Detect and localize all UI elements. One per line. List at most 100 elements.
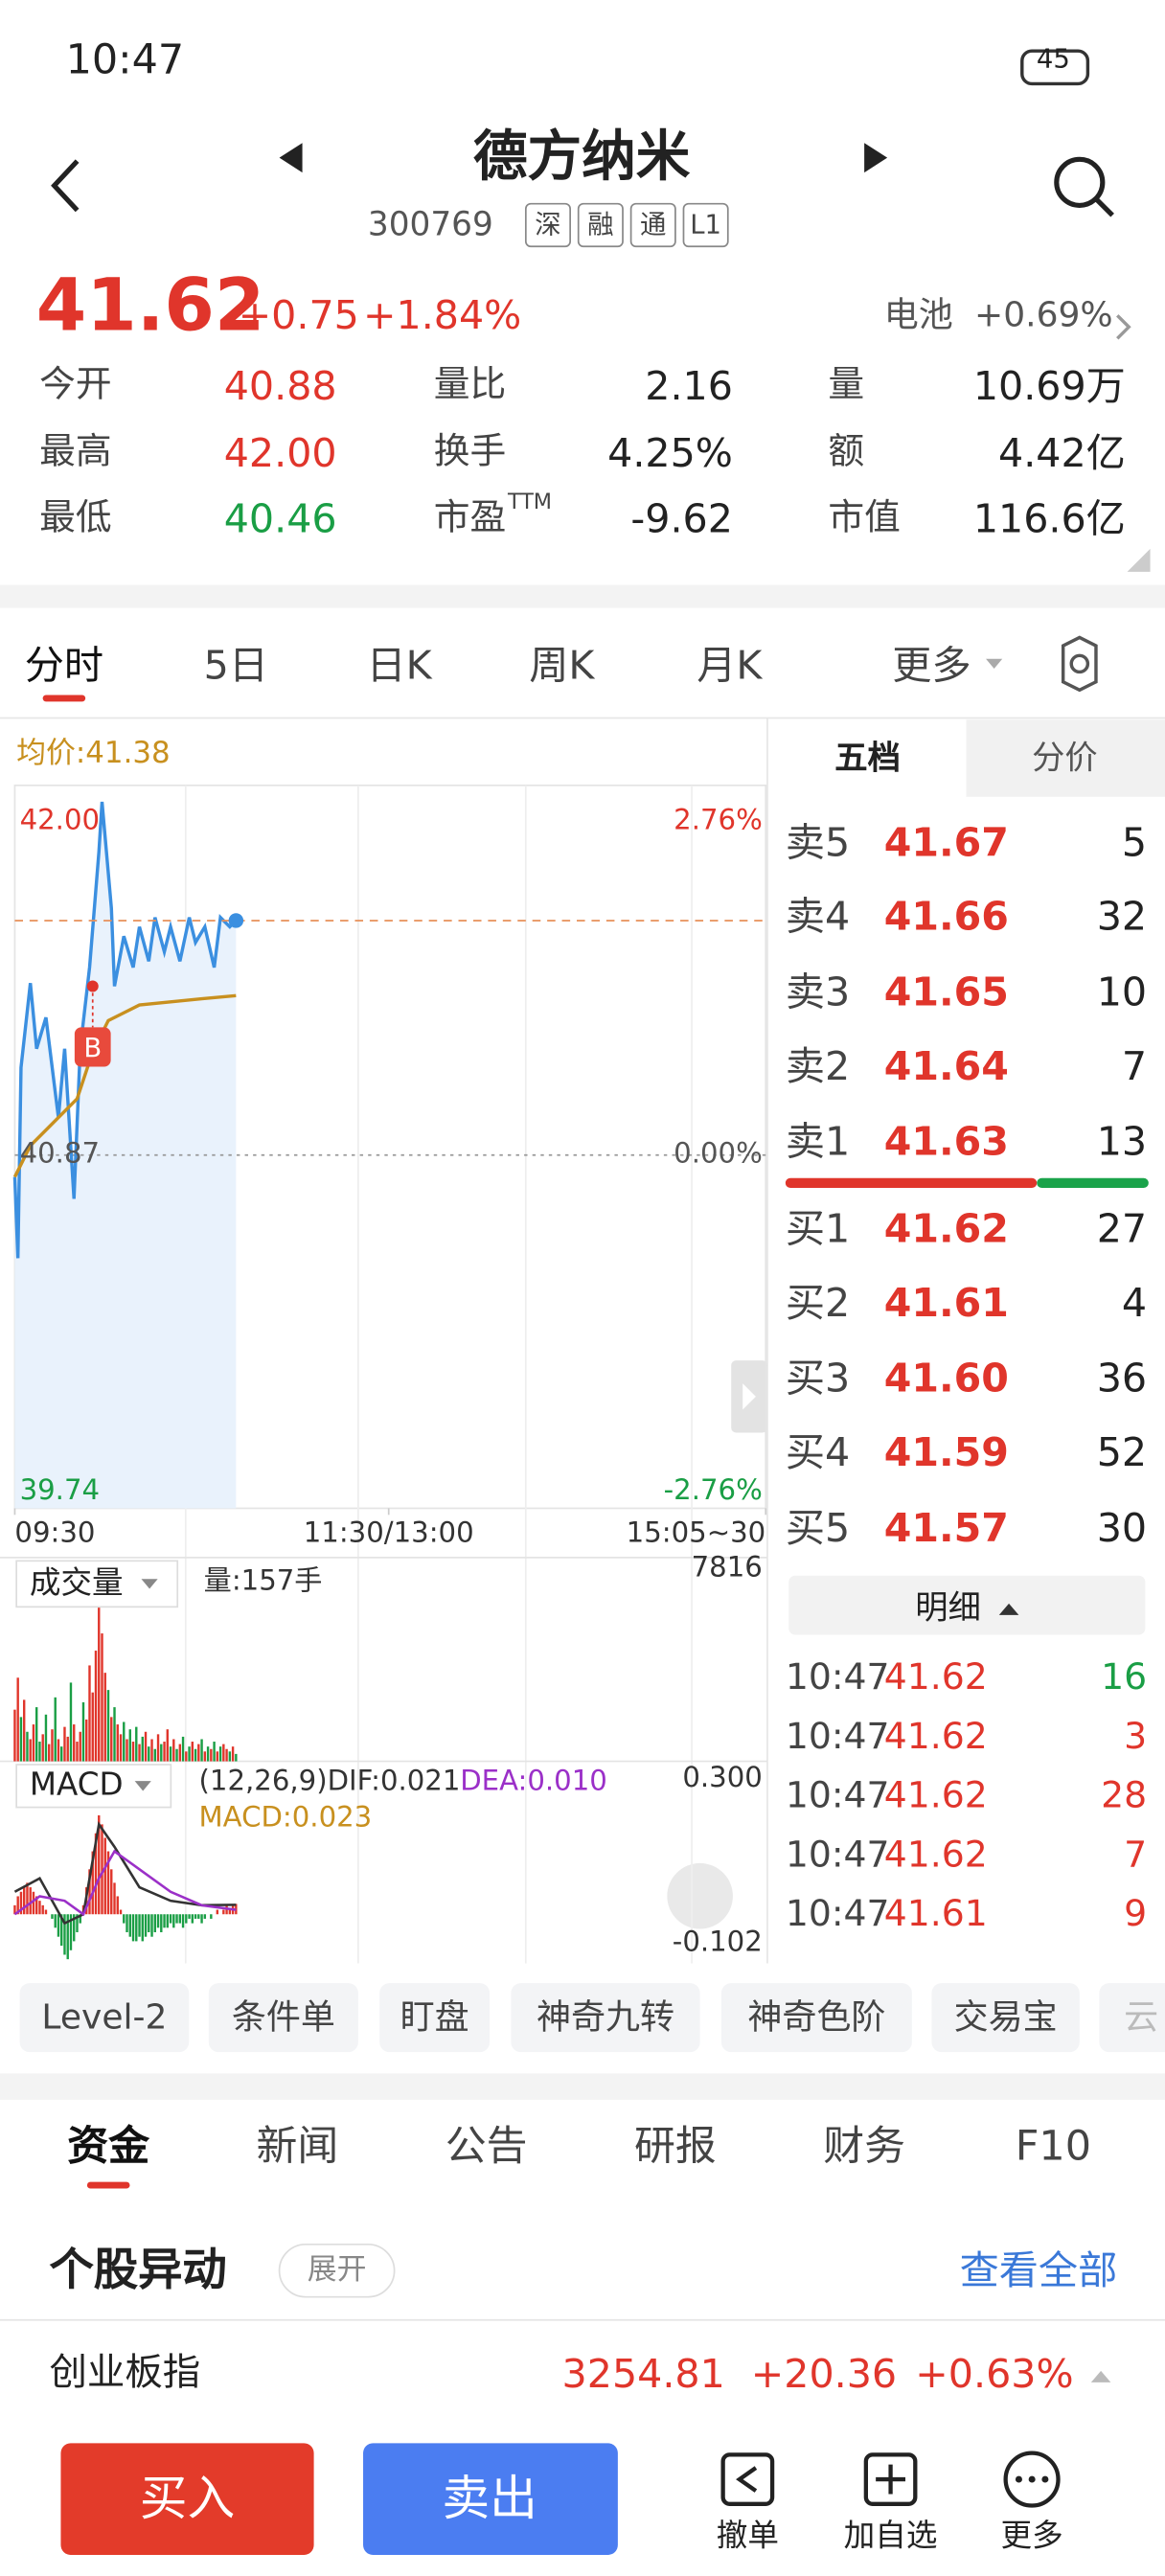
buy-button[interactable] (60, 2443, 314, 2555)
chart-tab[interactable]: 更多 (892, 642, 971, 689)
volume-bar (135, 1726, 138, 1762)
detail-header[interactable]: 明细 (915, 1586, 981, 1627)
tab-indicator (42, 695, 86, 702)
action-label[interactable]: 更多 (1000, 2518, 1063, 2555)
volume-bar (206, 1746, 210, 1762)
macd-bar (185, 1914, 188, 1924)
news-tab[interactable]: 新闻 (256, 2122, 339, 2170)
macd-bar (54, 1914, 57, 1928)
macd-bar (113, 1882, 116, 1915)
book-tab[interactable]: 分价 (1032, 738, 1098, 778)
back-icon[interactable] (51, 159, 80, 213)
volume-bar (51, 1729, 54, 1762)
macd-bar (160, 1914, 163, 1933)
news-tab[interactable]: 公告 (445, 2122, 528, 2170)
cancel-icon[interactable] (720, 2452, 775, 2506)
level-volume: 36 (1096, 1355, 1148, 1402)
tool-chip-label[interactable]: Level-2 (41, 1996, 168, 2037)
stat-value: 40.88 (223, 363, 337, 410)
macd-bar (135, 1914, 138, 1942)
tag: 通 (640, 208, 667, 240)
news-tab[interactable]: F10 (1015, 2122, 1091, 2170)
macd-bar (144, 1914, 148, 1937)
level-label: 买5 (785, 1505, 851, 1552)
indicator-select[interactable]: 成交量 (29, 1564, 124, 1602)
volume-bar (175, 1748, 178, 1762)
news-tab[interactable]: 资金 (67, 2122, 150, 2170)
level-label: 卖2 (785, 1043, 851, 1090)
watch-icon[interactable] (863, 2452, 918, 2506)
macd-bar (197, 1914, 200, 1919)
tool-chip-label[interactable]: 条件单 (231, 1996, 335, 2037)
action-label[interactable]: 加自选 (843, 2518, 938, 2555)
macd-bar (191, 1914, 194, 1924)
news-tab[interactable]: 财务 (823, 2122, 906, 2170)
stat-label: 换手 (433, 432, 507, 473)
macd-bar (138, 1914, 141, 1937)
volume-bar (156, 1734, 160, 1762)
level-label: 买1 (785, 1205, 851, 1252)
buy-point (86, 980, 99, 992)
macd-bar (51, 1914, 54, 1919)
settings-icon[interactable] (1061, 635, 1098, 693)
stat-value: 2.16 (645, 363, 733, 410)
chart-tab[interactable]: 日K (366, 642, 432, 689)
change-pct: +1.84% (363, 292, 522, 339)
book-tab[interactable]: 五档 (834, 738, 901, 778)
level-price: 41.60 (883, 1355, 1009, 1402)
tool-chip-label[interactable]: 神奇色阶 (747, 1996, 886, 2037)
macd-bar (88, 1869, 91, 1915)
level-price: 41.59 (883, 1429, 1009, 1476)
chart-tab[interactable]: 周K (529, 642, 595, 689)
search-icon-handle (1094, 196, 1114, 217)
macd-bar (123, 1914, 126, 1924)
more-icon[interactable] (1003, 2451, 1061, 2508)
next-icon[interactable] (864, 143, 888, 173)
trade-volume: 7 (1124, 1835, 1148, 1877)
chart-tab[interactable]: 5日 (203, 642, 269, 689)
chart-tab[interactable]: 月K (697, 642, 763, 689)
tool-chip-label[interactable]: 云 (1124, 1996, 1159, 2037)
expand-button[interactable] (667, 1862, 733, 1929)
trade-volume: 3 (1124, 1717, 1148, 1759)
x-tick-label: 11:30/13:00 (303, 1516, 474, 1551)
prev-icon[interactable] (279, 143, 303, 173)
stat-value: 4.25% (607, 430, 733, 477)
trade-volume: 9 (1124, 1894, 1148, 1936)
level-price: 41.62 (883, 1205, 1009, 1252)
macd-bar (63, 1914, 66, 1955)
collapse-arrow (1090, 2370, 1111, 2382)
sell-button[interactable] (363, 2443, 618, 2555)
view-all-link[interactable]: 查看全部 (959, 2247, 1118, 2294)
tool-chip (19, 1983, 190, 2053)
volume-bar (178, 1744, 182, 1762)
news-tab[interactable]: 研报 (634, 2122, 717, 2170)
level-label: 卖5 (785, 819, 851, 866)
tag-box (629, 202, 676, 248)
tag: 融 (587, 208, 614, 240)
volume-bar (197, 1744, 200, 1762)
tool-chip-label[interactable]: 神奇九转 (536, 1996, 675, 2037)
volume-bar (213, 1742, 216, 1762)
tool-chip-label[interactable]: 交易宝 (953, 1996, 1058, 2037)
stat-label: 额 (828, 432, 865, 473)
y-tick-label: 42.00 (19, 804, 101, 837)
volume-bar (200, 1739, 203, 1762)
volume-bar (218, 1746, 222, 1762)
battery-level: 45 (1036, 42, 1070, 75)
tool-chip-label[interactable]: 盯盘 (400, 1996, 469, 2037)
macd-bar (153, 1914, 156, 1933)
corner-mark (1127, 548, 1151, 572)
expand-button[interactable]: 展开 (307, 2252, 367, 2288)
macd-bar (101, 1824, 103, 1915)
trade-volume: 28 (1101, 1776, 1148, 1817)
action-label[interactable]: 撤单 (716, 2518, 779, 2555)
chart-tab[interactable]: 分时 (24, 642, 104, 689)
search-icon[interactable] (1054, 156, 1106, 208)
macd-line (13, 1821, 237, 1926)
indicator-select[interactable]: MACD (29, 1767, 124, 1804)
sector[interactable]: 电池 (883, 294, 953, 335)
tag: L1 (690, 208, 722, 240)
stat-label: 最低 (39, 497, 112, 539)
macd-bar (210, 1914, 213, 1919)
